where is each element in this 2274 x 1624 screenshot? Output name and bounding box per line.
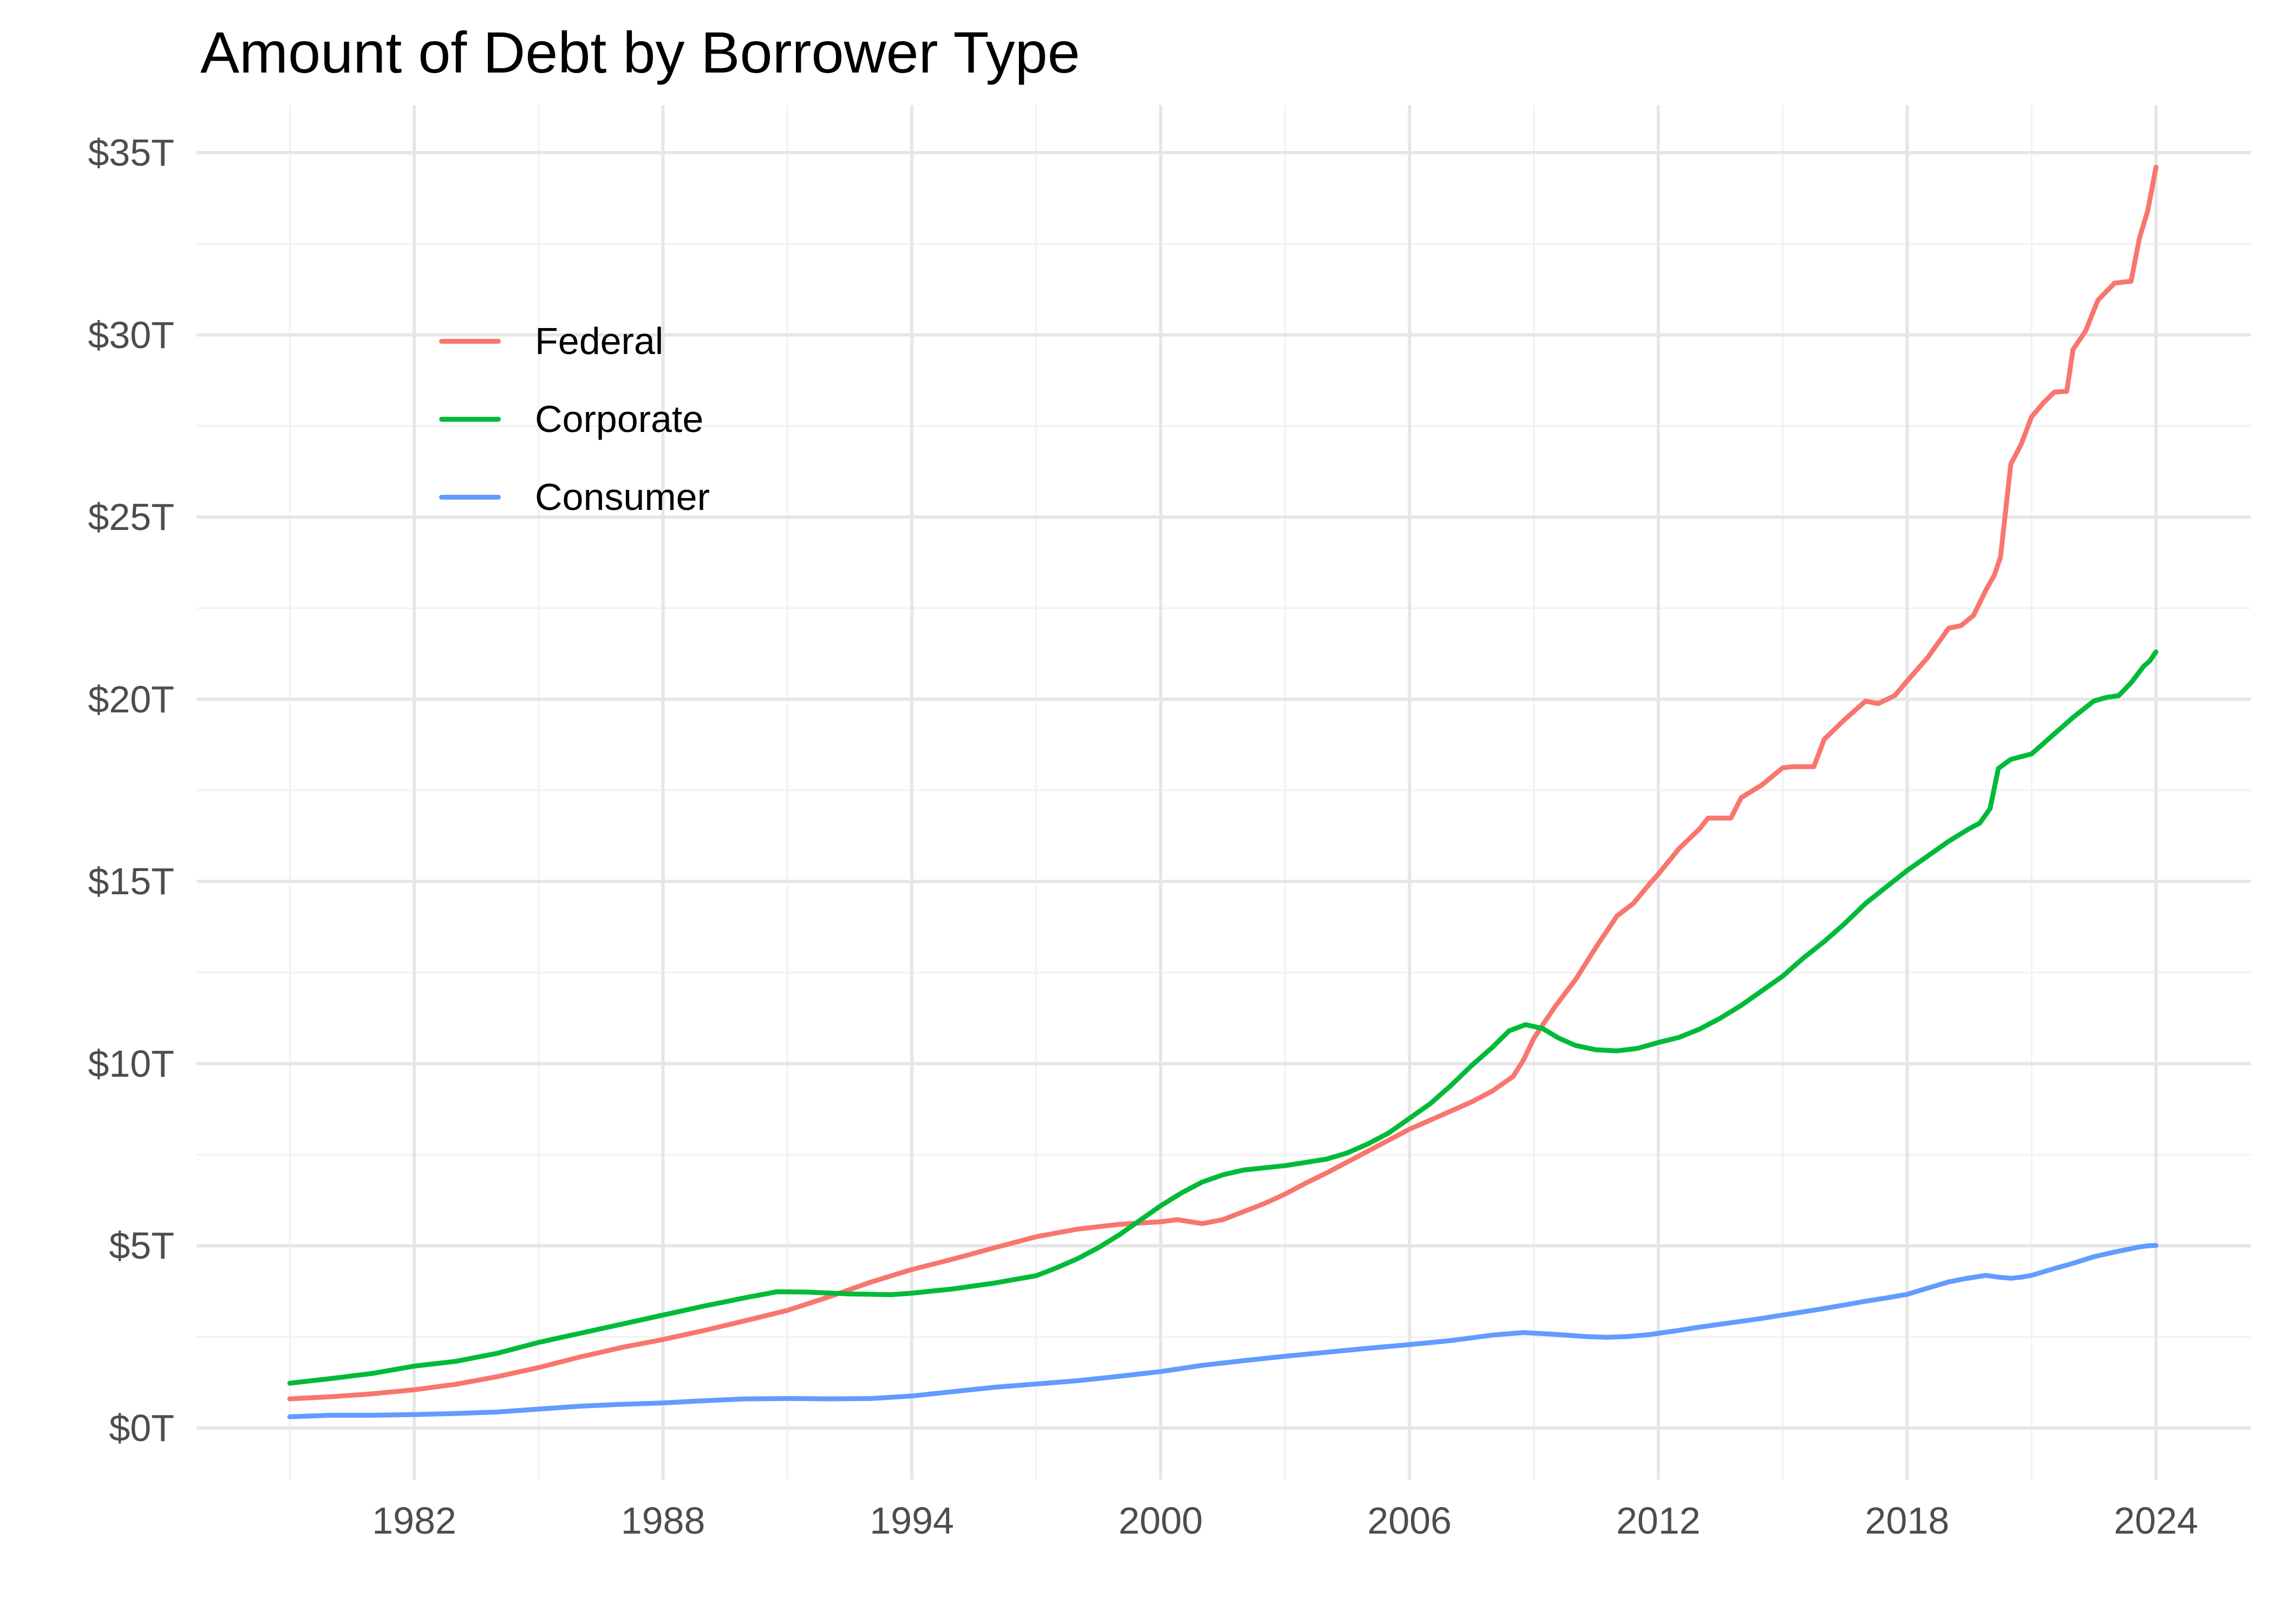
x-tick-label: 2000 xyxy=(1118,1499,1203,1542)
y-tick-label: $0T xyxy=(109,1407,174,1449)
legend-item-corporate: Corporate xyxy=(439,380,710,458)
y-tick-label: $10T xyxy=(88,1042,174,1085)
legend-label-consumer: Consumer xyxy=(535,476,710,518)
chart-title: Amount of Debt by Borrower Type xyxy=(200,19,1080,85)
legend-item-consumer: Consumer xyxy=(439,458,710,536)
consumer-line-swatch xyxy=(439,494,501,500)
y-tick-label: $20T xyxy=(88,678,174,721)
x-tick-label: 1982 xyxy=(372,1499,456,1542)
x-tick-label: 2018 xyxy=(1865,1499,1950,1542)
corporate-series-line xyxy=(287,649,2159,1386)
federal-line-swatch xyxy=(439,338,501,344)
series-lines xyxy=(287,165,2159,1419)
x-tick-label: 2024 xyxy=(2114,1499,2198,1542)
federal-series-line xyxy=(287,165,2159,1402)
legend-label-federal: Federal xyxy=(535,320,664,362)
y-tick-label: $35T xyxy=(88,132,174,174)
legend-item-federal: Federal xyxy=(439,302,710,380)
x-tick-label: 2006 xyxy=(1367,1499,1452,1542)
y-tick-label: $5T xyxy=(109,1224,174,1267)
x-tick-label: 1994 xyxy=(870,1499,954,1542)
y-tick-label: $30T xyxy=(88,313,174,356)
x-tick-label: 1988 xyxy=(620,1499,705,1542)
y-tick-label: $15T xyxy=(88,860,174,903)
legend-label-corporate: Corporate xyxy=(535,398,704,440)
corporate-line-swatch xyxy=(439,416,501,422)
y-tick-label: $25T xyxy=(88,496,174,539)
legend: Federal Corporate Consumer xyxy=(439,302,710,536)
x-tick-label: 2012 xyxy=(1616,1499,1701,1542)
consumer-series-line xyxy=(287,1243,2159,1419)
major-gridlines xyxy=(197,105,2251,1479)
